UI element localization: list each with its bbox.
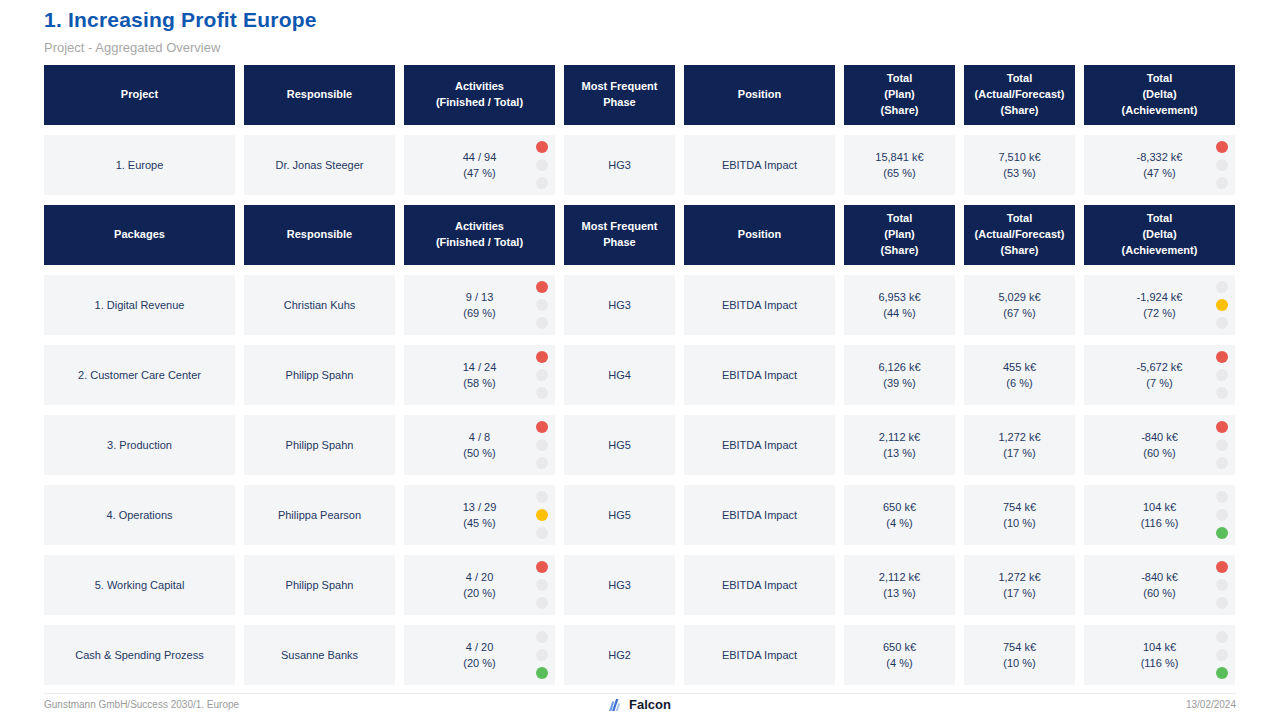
column-header-packages: Packages <box>44 205 235 265</box>
column-header-plan: Total (Plan) (Share) <box>844 205 955 265</box>
activities-cell: 13 / 29 (45 %) <box>404 485 555 545</box>
phase-cell: HG3 <box>564 555 675 615</box>
column-header-actual: Total (Actual/Forecast) (Share) <box>964 205 1075 265</box>
phase-cell: HG5 <box>564 415 675 475</box>
responsible-cell: Susanne Banks <box>244 625 395 685</box>
plan-cell: 2,112 k€ (13 %) <box>844 555 955 615</box>
actual-cell: 754 k€ (10 %) <box>964 485 1075 545</box>
phase-cell: HG2 <box>564 625 675 685</box>
activities-traffic-light-icon <box>536 631 548 679</box>
package-name-cell: 5. Working Capital <box>44 555 235 615</box>
activities-cell: 4 / 20 (20 %) <box>404 625 555 685</box>
activities-traffic-light-icon <box>536 141 548 189</box>
delta-traffic-light-icon <box>1216 141 1228 189</box>
responsible-cell: Philipp Spahn <box>244 345 395 405</box>
position-cell: EBITDA Impact <box>684 345 835 405</box>
activities-traffic-light-icon <box>536 421 548 469</box>
position-cell: EBITDA Impact <box>684 555 835 615</box>
package-name-cell: Cash & Spending Prozess <box>44 625 235 685</box>
column-header-phase: Most Frequent Phase <box>564 65 675 125</box>
falcon-slashes-icon <box>609 698 625 712</box>
column-header-position: Position <box>684 65 835 125</box>
actual-cell: 7,510 k€ (53 %) <box>964 135 1075 195</box>
footer-date: 13/02/2024 <box>1186 699 1236 710</box>
report-page: 1. Increasing Profit Europe Project - Ag… <box>0 0 1280 720</box>
actual-cell: 1,272 k€ (17 %) <box>964 415 1075 475</box>
column-header-activities: Activities (Finished / Total) <box>404 205 555 265</box>
column-header-plan: Total (Plan) (Share) <box>844 65 955 125</box>
phase-cell: HG5 <box>564 485 675 545</box>
column-header-delta: Total (Delta) (Achievement) <box>1084 65 1235 125</box>
phase-cell: HG3 <box>564 275 675 335</box>
activities-cell: 4 / 8 (50 %) <box>404 415 555 475</box>
plan-cell: 6,953 k€ (44 %) <box>844 275 955 335</box>
phase-cell: HG3 <box>564 135 675 195</box>
package-name-cell: 4. Operations <box>44 485 235 545</box>
delta-traffic-light-icon <box>1216 351 1228 399</box>
activities-cell: 9 / 13 (69 %) <box>404 275 555 335</box>
position-cell: EBITDA Impact <box>684 135 835 195</box>
column-header-position: Position <box>684 205 835 265</box>
delta-cell: -840 k€ (60 %) <box>1084 415 1235 475</box>
delta-cell: -8,332 k€ (47 %) <box>1084 135 1235 195</box>
package-name-cell: 3. Production <box>44 415 235 475</box>
actual-cell: 1,272 k€ (17 %) <box>964 555 1075 615</box>
column-header-phase: Most Frequent Phase <box>564 205 675 265</box>
delta-traffic-light-icon <box>1216 631 1228 679</box>
column-header-actual: Total (Actual/Forecast) (Share) <box>964 65 1075 125</box>
responsible-cell: Philipp Spahn <box>244 555 395 615</box>
plan-cell: 650 k€ (4 %) <box>844 625 955 685</box>
activities-traffic-light-icon <box>536 491 548 539</box>
brand-name: Falcon <box>629 697 671 712</box>
delta-cell: 104 k€ (116 %) <box>1084 485 1235 545</box>
column-header-responsible: Responsible <box>244 65 395 125</box>
position-cell: EBITDA Impact <box>684 415 835 475</box>
position-cell: EBITDA Impact <box>684 275 835 335</box>
delta-traffic-light-icon <box>1216 281 1228 329</box>
plan-cell: 6,126 k€ (39 %) <box>844 345 955 405</box>
position-cell: EBITDA Impact <box>684 485 835 545</box>
phase-cell: HG4 <box>564 345 675 405</box>
project-name-cell: 1. Europe <box>44 135 235 195</box>
activities-cell: 4 / 20 (20 %) <box>404 555 555 615</box>
responsible-cell: Philipp Spahn <box>244 415 395 475</box>
plan-cell: 650 k€ (4 %) <box>844 485 955 545</box>
responsible-cell: Philippa Pearson <box>244 485 395 545</box>
plan-cell: 15,841 k€ (65 %) <box>844 135 955 195</box>
footer-breadcrumb: Gunstmann GmbH/Success 2030/1. Europe <box>44 699 239 710</box>
activities-traffic-light-icon <box>536 561 548 609</box>
column-header-delta: Total (Delta) (Achievement) <box>1084 205 1235 265</box>
actual-cell: 754 k€ (10 %) <box>964 625 1075 685</box>
package-name-cell: 1. Digital Revenue <box>44 275 235 335</box>
activities-cell: 44 / 94 (47 %) <box>404 135 555 195</box>
delta-cell: 104 k€ (116 %) <box>1084 625 1235 685</box>
delta-traffic-light-icon <box>1216 421 1228 469</box>
position-cell: EBITDA Impact <box>684 625 835 685</box>
delta-cell: -5,672 k€ (7 %) <box>1084 345 1235 405</box>
actual-cell: 5,029 k€ (67 %) <box>964 275 1075 335</box>
activities-traffic-light-icon <box>536 281 548 329</box>
delta-traffic-light-icon <box>1216 561 1228 609</box>
responsible-cell: Christian Kuhs <box>244 275 395 335</box>
column-header-project: Project <box>44 65 235 125</box>
page-title: 1. Increasing Profit Europe <box>44 8 317 32</box>
package-name-cell: 2. Customer Care Center <box>44 345 235 405</box>
delta-traffic-light-icon <box>1216 491 1228 539</box>
plan-cell: 2,112 k€ (13 %) <box>844 415 955 475</box>
delta-cell: -840 k€ (60 %) <box>1084 555 1235 615</box>
footer: Gunstmann GmbH/Success 2030/1. Europe Fa… <box>44 693 1236 710</box>
activities-cell: 14 / 24 (58 %) <box>404 345 555 405</box>
column-header-responsible: Responsible <box>244 205 395 265</box>
column-header-activities: Activities (Finished / Total) <box>404 65 555 125</box>
delta-cell: -1,924 k€ (72 %) <box>1084 275 1235 335</box>
activities-traffic-light-icon <box>536 351 548 399</box>
actual-cell: 455 k€ (6 %) <box>964 345 1075 405</box>
responsible-cell: Dr. Jonas Steeger <box>244 135 395 195</box>
page-subtitle: Project - Aggregated Overview <box>44 40 220 55</box>
overview-table: Project Responsible Activities (Finished… <box>44 65 1235 685</box>
falcon-logo: Falcon <box>609 697 671 712</box>
